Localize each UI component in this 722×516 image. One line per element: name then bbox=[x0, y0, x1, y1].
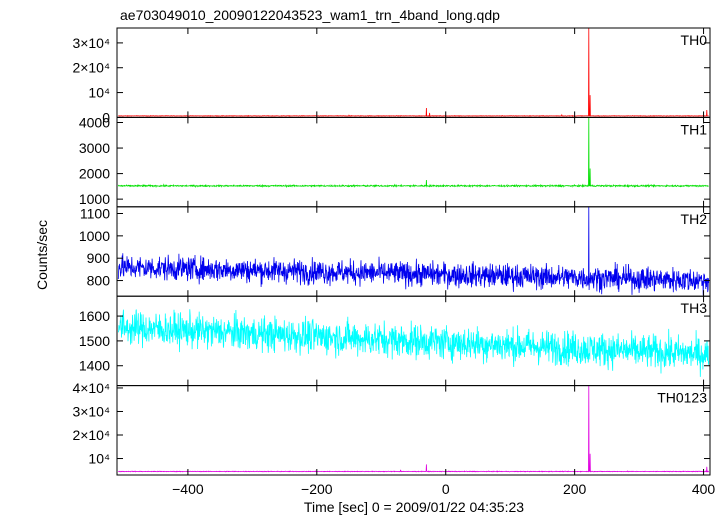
chart-panels: 0 10⁴ 2×10⁴ 3×10⁴ TH0 1000 2000 3000 4000 TH1 800 9… bbox=[72, 27, 711, 476]
y-tick-label: 1000 bbox=[79, 228, 110, 244]
y-tick-label: 1400 bbox=[79, 358, 110, 374]
y-tick-label: 800 bbox=[87, 273, 111, 289]
panel-label: TH1 bbox=[681, 121, 708, 137]
y-tick-label: 900 bbox=[87, 250, 111, 266]
panel-frame bbox=[116, 385, 711, 476]
y-tick-label: 1000 bbox=[79, 191, 110, 207]
y-tick-label: 10⁴ bbox=[88, 451, 110, 467]
y-tick-label: 2000 bbox=[79, 166, 110, 182]
y-axis-label: Counts/sec bbox=[34, 220, 50, 290]
y-tick-label: 2×10⁴ bbox=[72, 60, 110, 76]
series-line-th0 bbox=[118, 27, 709, 117]
y-tick-label: 0 bbox=[102, 109, 110, 125]
panel-th0123: 10⁴ 2×10⁴ 3×10⁴ 4×10⁴ TH0123 bbox=[72, 380, 711, 476]
panel-label: TH0 bbox=[681, 32, 708, 48]
panel-label: TH2 bbox=[681, 211, 708, 227]
series-line-th0123 bbox=[118, 385, 710, 473]
series-line-th3 bbox=[117, 309, 710, 377]
chart-title: ae703049010_20090122043523_wam1_trn_4ban… bbox=[120, 7, 500, 23]
x-tick-label: 200 bbox=[563, 481, 587, 497]
panel-frame bbox=[116, 27, 711, 118]
panel-label: TH3 bbox=[681, 300, 708, 316]
x-axis: −400 −200 0 200 400 bbox=[172, 481, 715, 497]
y-tick-label: 3×10⁴ bbox=[72, 35, 110, 51]
panel-label: TH0123 bbox=[657, 390, 707, 406]
y-tick-label: 3×10⁴ bbox=[72, 403, 110, 419]
x-tick-label: 0 bbox=[442, 481, 450, 497]
x-tick-label: 400 bbox=[692, 481, 716, 497]
y-tick-label: 4×10⁴ bbox=[72, 380, 110, 396]
panel-th1: 1000 2000 3000 4000 TH1 bbox=[79, 115, 711, 208]
panel-th3: 1400 1500 1600 TH3 bbox=[79, 295, 711, 387]
series-line-th1 bbox=[117, 117, 709, 189]
x-tick-label: −200 bbox=[301, 481, 333, 497]
y-tick-label: 1100 bbox=[80, 206, 110, 222]
panel-th2: 800 900 1000 1100 TH2 bbox=[79, 206, 711, 297]
panel-th0: 0 10⁴ 2×10⁴ 3×10⁴ TH0 bbox=[72, 27, 711, 125]
series-line-th2 bbox=[117, 206, 710, 296]
y-tick-label: 4000 bbox=[79, 115, 110, 131]
y-tick-label: 1500 bbox=[79, 333, 110, 349]
y-tick-label: 3000 bbox=[79, 140, 110, 156]
x-axis-label: Time [sec] 0 = 2009/01/22 04:35:23 bbox=[304, 499, 524, 515]
x-tick-label: −400 bbox=[172, 481, 204, 497]
y-tick-label: 2×10⁴ bbox=[72, 427, 110, 443]
panel-frame bbox=[116, 116, 711, 208]
y-tick-label: 1600 bbox=[79, 308, 110, 324]
y-tick-label: 10⁴ bbox=[88, 85, 110, 101]
